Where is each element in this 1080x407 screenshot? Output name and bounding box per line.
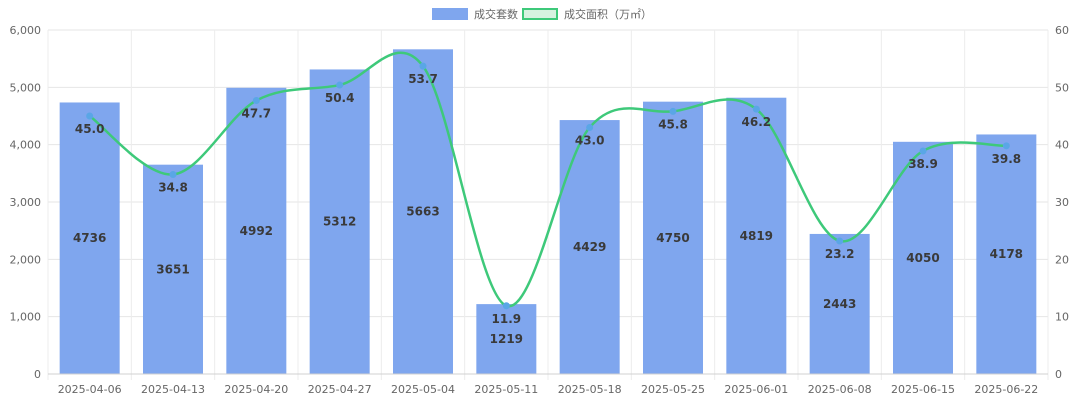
bar	[59, 102, 120, 374]
line-point	[836, 237, 844, 245]
area-points	[86, 62, 1010, 310]
y-left-tick-label: 2,000	[10, 253, 42, 266]
y-right-tick-label: 0	[1055, 368, 1062, 381]
line-value-label: 45.0	[75, 122, 105, 136]
bar-value-label: 3651	[156, 262, 189, 276]
x-tick-label: 2025-04-27	[308, 383, 372, 396]
axes: 0 0 1,000 10 2,000 20 3,000 30 4,000 40 5,000 50 6,0…	[10, 24, 1070, 396]
bar-value-label: 4992	[240, 224, 273, 238]
x-tick-label: 2025-05-18	[558, 383, 622, 396]
bar-value-label: 5663	[406, 205, 439, 219]
line-point	[86, 112, 94, 120]
bar	[476, 304, 537, 374]
line-value-label: 46.2	[742, 115, 772, 129]
x-tick-label: 2025-05-11	[474, 383, 538, 396]
bar	[226, 87, 287, 375]
bar	[393, 49, 453, 374]
y-right-tick-label: 10	[1055, 311, 1069, 324]
line-point	[669, 107, 677, 115]
line-point	[502, 302, 510, 310]
line-point	[919, 147, 927, 155]
line-point	[1002, 142, 1010, 150]
bar	[976, 134, 1037, 374]
bar-value-label: 4736	[73, 231, 106, 245]
x-tick-label: 2025-04-06	[58, 383, 122, 396]
line-value-label: 23.2	[825, 247, 855, 261]
y-left-tick-label: 5,000	[10, 81, 42, 94]
bars	[59, 49, 1037, 375]
y-right-tick-label: 20	[1055, 253, 1069, 266]
bar	[726, 97, 787, 374]
x-tick-label: 2025-06-15	[891, 383, 955, 396]
line-point	[336, 81, 344, 89]
bar-value-label: 4178	[990, 247, 1023, 261]
y-right-tick-label: 30	[1055, 196, 1069, 209]
y-right-tick-label: 60	[1055, 24, 1069, 37]
line-labels: 45.0 34.8 47.7 50.4 53.7 11.9 43.0 45.8 46.2 23.2…	[75, 72, 1021, 326]
y-left-tick-label: 3,000	[10, 196, 42, 209]
line-value-label: 39.8	[992, 152, 1022, 166]
bar	[309, 69, 370, 374]
legend-swatch-line	[522, 8, 558, 20]
bar	[559, 120, 620, 374]
y-left-tick-label: 6,000	[10, 24, 42, 37]
bar-value-label: 1219	[490, 332, 523, 346]
x-tick-label: 2025-06-22	[974, 383, 1038, 396]
bar	[893, 141, 953, 374]
y-right-tick-label: 40	[1055, 139, 1069, 152]
x-tick-label: 2025-06-01	[724, 383, 788, 396]
bar	[143, 164, 203, 374]
line-point	[169, 170, 177, 178]
y-left-tick-label: 0	[34, 368, 41, 381]
line-point	[752, 105, 760, 113]
x-tick-label: 2025-04-13	[141, 383, 205, 396]
bar	[643, 101, 703, 375]
line-value-label: 50.4	[325, 91, 355, 105]
bar	[809, 233, 870, 374]
bar-value-label: 2443	[823, 297, 856, 311]
bar-value-label: 5312	[323, 215, 356, 229]
line-point	[419, 62, 427, 70]
legend-swatch-bars	[432, 8, 468, 20]
line-point	[586, 123, 594, 131]
line-value-label: 53.7	[408, 72, 438, 86]
bar-value-label: 4050	[906, 251, 939, 265]
x-tick-label: 2025-06-08	[808, 383, 872, 396]
bar-value-label: 4819	[740, 229, 773, 243]
y-left-tick-label: 1,000	[10, 311, 42, 324]
legend: 成交套数 成交面积（万㎡）	[432, 7, 652, 21]
line-value-label: 34.8	[158, 180, 188, 194]
y-left-tick-label: 4,000	[10, 139, 42, 152]
line-point	[252, 97, 260, 105]
x-tick-label: 2025-04-20	[224, 383, 288, 396]
x-tick-label: 2025-05-04	[391, 383, 455, 396]
line-value-label: 38.9	[908, 157, 938, 171]
line-value-label: 47.7	[242, 107, 272, 121]
bar-value-label: 4750	[656, 231, 689, 245]
x-tick-label: 2025-05-25	[641, 383, 705, 396]
y-right-tick-label: 50	[1055, 81, 1069, 94]
bar-labels: 4736 3651 4992 5312 5663 1219 4429 4750 4819 2443…	[73, 205, 1023, 346]
legend-label-bars: 成交套数	[474, 7, 518, 21]
line-value-label: 43.0	[575, 133, 605, 147]
line-value-label: 45.8	[658, 117, 688, 131]
legend-label-line: 成交面积（万㎡）	[564, 7, 652, 21]
bar-value-label: 4429	[573, 240, 606, 254]
line-value-label: 11.9	[492, 312, 522, 326]
